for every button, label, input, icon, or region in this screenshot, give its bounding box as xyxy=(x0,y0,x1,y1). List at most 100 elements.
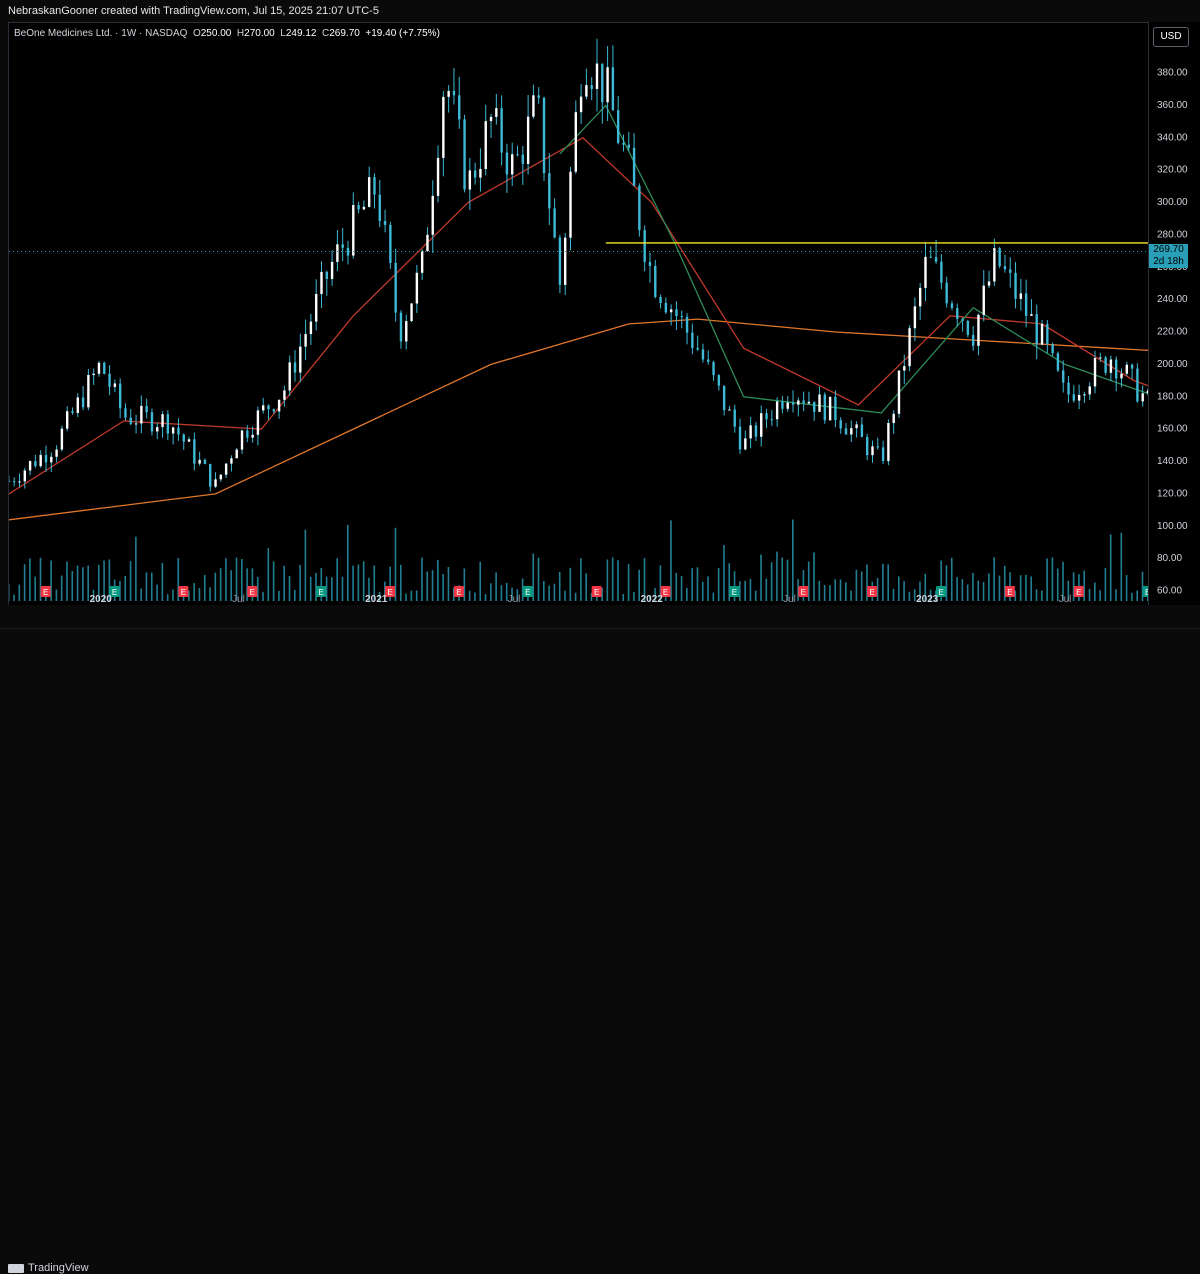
candle-body xyxy=(839,420,842,429)
candle-body xyxy=(643,230,646,262)
candle xyxy=(717,374,721,391)
volume-bar xyxy=(262,592,264,601)
candle-body xyxy=(934,257,938,262)
candle xyxy=(908,325,911,372)
candle xyxy=(648,252,652,283)
volume-bar xyxy=(352,565,354,601)
candle-body xyxy=(654,265,657,297)
candle xyxy=(314,279,318,331)
earnings-marker-box xyxy=(798,586,809,597)
volume-bar xyxy=(299,565,301,601)
volume-bar xyxy=(527,594,529,601)
candle xyxy=(484,104,487,176)
candle-body xyxy=(1072,394,1076,401)
volume-bar xyxy=(1104,567,1107,601)
earnings-marker[interactable]: E xyxy=(109,586,120,597)
earnings-marker[interactable]: E xyxy=(660,586,671,597)
candle xyxy=(458,76,461,129)
tradingview-logo[interactable]: TradingView xyxy=(8,1262,89,1274)
candle xyxy=(272,408,276,414)
time-tick-label: Jul xyxy=(508,594,521,605)
earnings-marker[interactable]: E xyxy=(729,586,740,597)
earnings-marker-label: E xyxy=(801,588,806,597)
volume-bar xyxy=(521,578,524,601)
candle xyxy=(680,310,683,329)
last-price-value: 269.70 xyxy=(1153,243,1184,255)
earnings-marker-label: E xyxy=(938,588,943,597)
candle xyxy=(293,350,297,382)
candle xyxy=(65,406,69,432)
candle-body xyxy=(39,454,42,467)
volume-bar xyxy=(378,591,381,601)
candle-body xyxy=(113,383,117,387)
currency-button[interactable]: USD xyxy=(1153,27,1189,47)
earnings-marker[interactable]: E xyxy=(867,586,878,597)
earnings-marker[interactable]: E xyxy=(453,586,464,597)
price-axis-svg: 60.00 80.00 100.00 120.00 140.00 160.00 180.00… xyxy=(1157,68,1188,597)
candle xyxy=(728,405,731,411)
candle-body xyxy=(118,383,122,409)
earnings-marker-box xyxy=(936,586,947,597)
candle xyxy=(230,455,233,472)
earnings-marker[interactable]: E xyxy=(247,586,258,597)
price-tick-label: 60.00 xyxy=(1157,586,1182,597)
candle-body xyxy=(50,456,53,463)
earnings-marker[interactable]: E xyxy=(591,586,602,597)
candle xyxy=(1120,368,1123,388)
candle-body xyxy=(1125,364,1129,374)
earnings-marker[interactable]: E xyxy=(316,586,327,597)
candle-body xyxy=(950,303,954,309)
volume-bar xyxy=(188,590,190,601)
candle xyxy=(1115,356,1118,392)
earnings-marker[interactable]: E xyxy=(40,586,51,597)
candle xyxy=(643,225,646,272)
volume-bar xyxy=(336,558,338,601)
earnings-marker[interactable]: E xyxy=(178,586,189,597)
chart-pane[interactable]: EEEEEEEEEEEEEEEEEEEEEEEE2020Jul2021Jul20… xyxy=(7,22,1200,606)
candle-body xyxy=(903,366,906,371)
candle xyxy=(1062,360,1065,393)
candle-body xyxy=(108,373,111,387)
candle xyxy=(18,473,21,488)
volume-bar xyxy=(670,520,672,601)
candle-body xyxy=(998,248,1001,267)
earnings-marker-label: E xyxy=(1076,588,1081,597)
earnings-marker[interactable]: E xyxy=(936,586,947,597)
candle-body xyxy=(526,116,530,164)
candle xyxy=(325,270,328,296)
candle-body xyxy=(1056,353,1060,371)
volume-bar xyxy=(887,564,889,601)
earnings-marker[interactable]: E xyxy=(385,586,396,597)
candle-body xyxy=(813,401,816,412)
candle-body xyxy=(691,332,694,348)
volume-bar xyxy=(760,554,762,601)
price-tick-label: 380.00 xyxy=(1157,68,1188,79)
earnings-marker[interactable]: E xyxy=(798,586,809,597)
candle-body xyxy=(235,449,238,459)
candle xyxy=(367,166,371,208)
volume-bar xyxy=(394,527,397,601)
candle xyxy=(436,145,440,203)
candle xyxy=(844,422,848,435)
candle-body xyxy=(150,412,154,432)
candle xyxy=(187,436,191,442)
candle xyxy=(97,360,101,377)
candle xyxy=(1024,279,1028,328)
volume-bar xyxy=(161,562,164,601)
earnings-marker[interactable]: E xyxy=(1004,586,1015,597)
earnings-marker-label: E xyxy=(112,588,117,597)
price-chart[interactable]: EEEEEEEEEEEEEEEEEEEEEEEE2020Jul2021Jul20… xyxy=(7,23,1200,606)
candle-body xyxy=(786,402,789,409)
volume-bar xyxy=(638,569,640,601)
earnings-marker-box xyxy=(385,586,396,597)
candle xyxy=(616,95,620,145)
symbol-title: BeOne Medicines Ltd. · 1W · NASDAQ xyxy=(14,28,188,39)
volume-bar xyxy=(516,589,519,601)
earnings-marker[interactable]: E xyxy=(522,586,533,597)
earnings-marker[interactable]: E xyxy=(1073,586,1084,597)
price-axis[interactable]: 60.00 80.00 100.00 120.00 140.00 160.00 180.00… xyxy=(1148,22,1200,605)
candle-body xyxy=(1067,382,1070,395)
candle-body xyxy=(1083,394,1086,396)
candle xyxy=(1003,254,1007,273)
candle xyxy=(606,46,609,121)
